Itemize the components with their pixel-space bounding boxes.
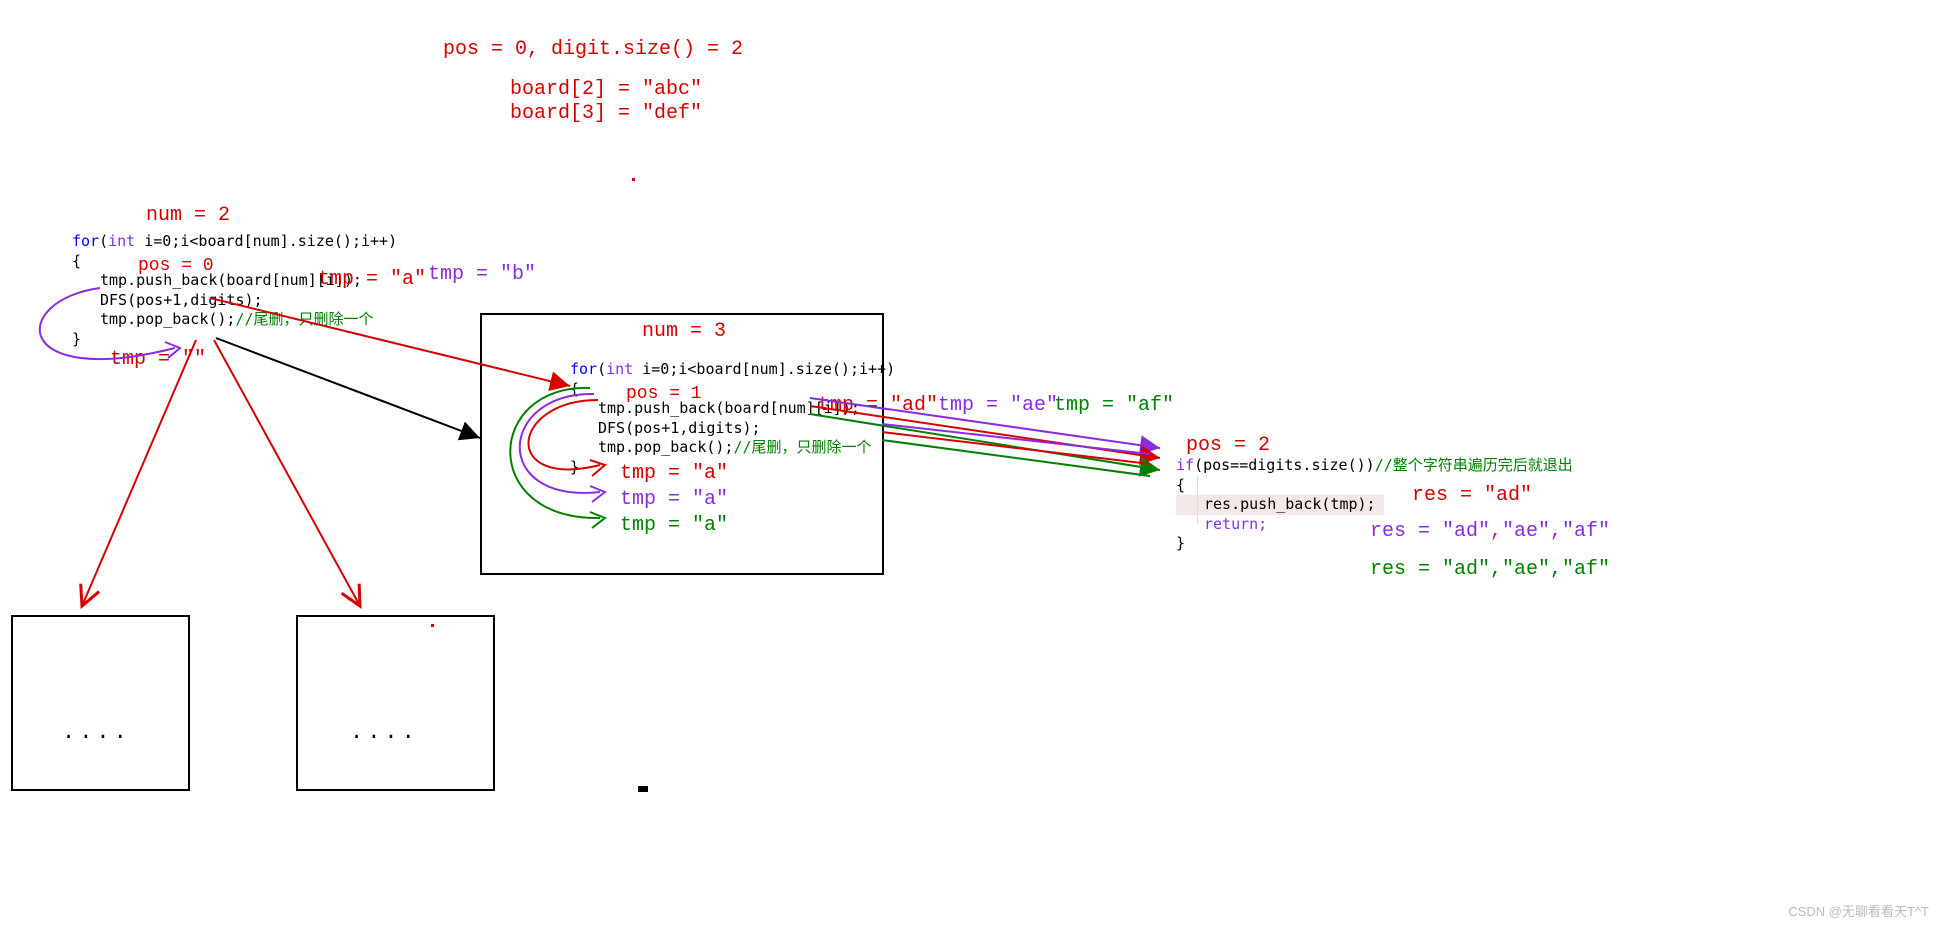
block1-pop-comment: //尾删，只删除一个: [235, 310, 373, 328]
block3-pos: pos = 2: [1186, 434, 1270, 457]
small-box-2-dots: ....: [350, 720, 419, 745]
block3-res1: res = "ad": [1412, 484, 1532, 507]
small-box-1: [11, 615, 190, 791]
block3-push: res.push_back(tmp);: [1176, 495, 1384, 515]
watermark: CSDN @无聊看看天T^T: [1788, 901, 1929, 920]
kw-for-2: for: [570, 360, 597, 378]
block2-pos: pos = 1: [626, 383, 702, 406]
header-line-2: board[2] = "abc": [510, 78, 702, 101]
block1-tmp-empty: tmp = "": [110, 348, 206, 371]
dot-1: [632, 178, 635, 181]
block1-tmp-a: tmp = "a": [318, 268, 426, 291]
block3-res3: res = "ad","ae","af": [1370, 558, 1610, 581]
block2-for-rest: i=0;i<board[num].size();i++): [633, 360, 895, 378]
block1-num: num = 2: [146, 204, 230, 227]
block2-num: num = 3: [642, 320, 726, 343]
block2-for: for(int i=0;i<board[num].size();i++): [570, 360, 970, 380]
block2-tmp-a-red: tmp = "a": [620, 462, 728, 485]
small-box-1-dots: ....: [62, 720, 131, 745]
kw-int-2: int: [606, 360, 633, 378]
block1-for: for(int i=0;i<board[num].size();i++): [72, 232, 472, 252]
block2-tmp-ae: tmp = "ae": [938, 394, 1058, 417]
block1-for-rest: i=0;i<board[num].size();i++): [135, 232, 397, 250]
block1-pos: pos = 0: [138, 255, 214, 278]
block1-tmp-b: tmp = "b": [428, 263, 536, 286]
block3-guide: [1197, 475, 1198, 525]
block2-tmp-a-green: tmp = "a": [620, 514, 728, 537]
dot-2: [431, 624, 434, 627]
block1-pop: tmp.pop_back();//尾删，只删除一个: [72, 310, 472, 330]
small-box-2: [296, 615, 495, 791]
block2-tmp-a-purple: tmp = "a": [620, 488, 728, 511]
block2-code: for(int i=0;i<board[num].size();i++) { p…: [570, 360, 970, 477]
header-line-1: pos = 0, digit.size() = 2: [443, 38, 743, 61]
block3-brace-open: {: [1176, 476, 1596, 496]
block2-pop: tmp.pop_back();//尾删，只删除一个: [570, 438, 970, 458]
block1-dfs: DFS(pos+1,digits);: [72, 291, 472, 311]
block3-if: if(pos==digits.size())//整个字符串遍历完后就退出: [1176, 456, 1596, 476]
header-line-3: board[3] = "def": [510, 102, 702, 125]
block2-pop-comment: //尾删，只删除一个: [733, 438, 871, 456]
block2-tmp-ad: tmp = "ad": [818, 394, 938, 417]
kw-int: int: [108, 232, 135, 250]
block3-if-comment: //整个字符串遍历完后就退出: [1375, 456, 1573, 474]
kw-for: for: [72, 232, 99, 250]
block2-tmp-af: tmp = "af": [1054, 394, 1174, 417]
block2-dfs: DFS(pos+1,digits);: [570, 419, 970, 439]
block1-brace-close: }: [72, 330, 472, 350]
block3-res2: res = "ad","ae","af": [1370, 520, 1610, 543]
